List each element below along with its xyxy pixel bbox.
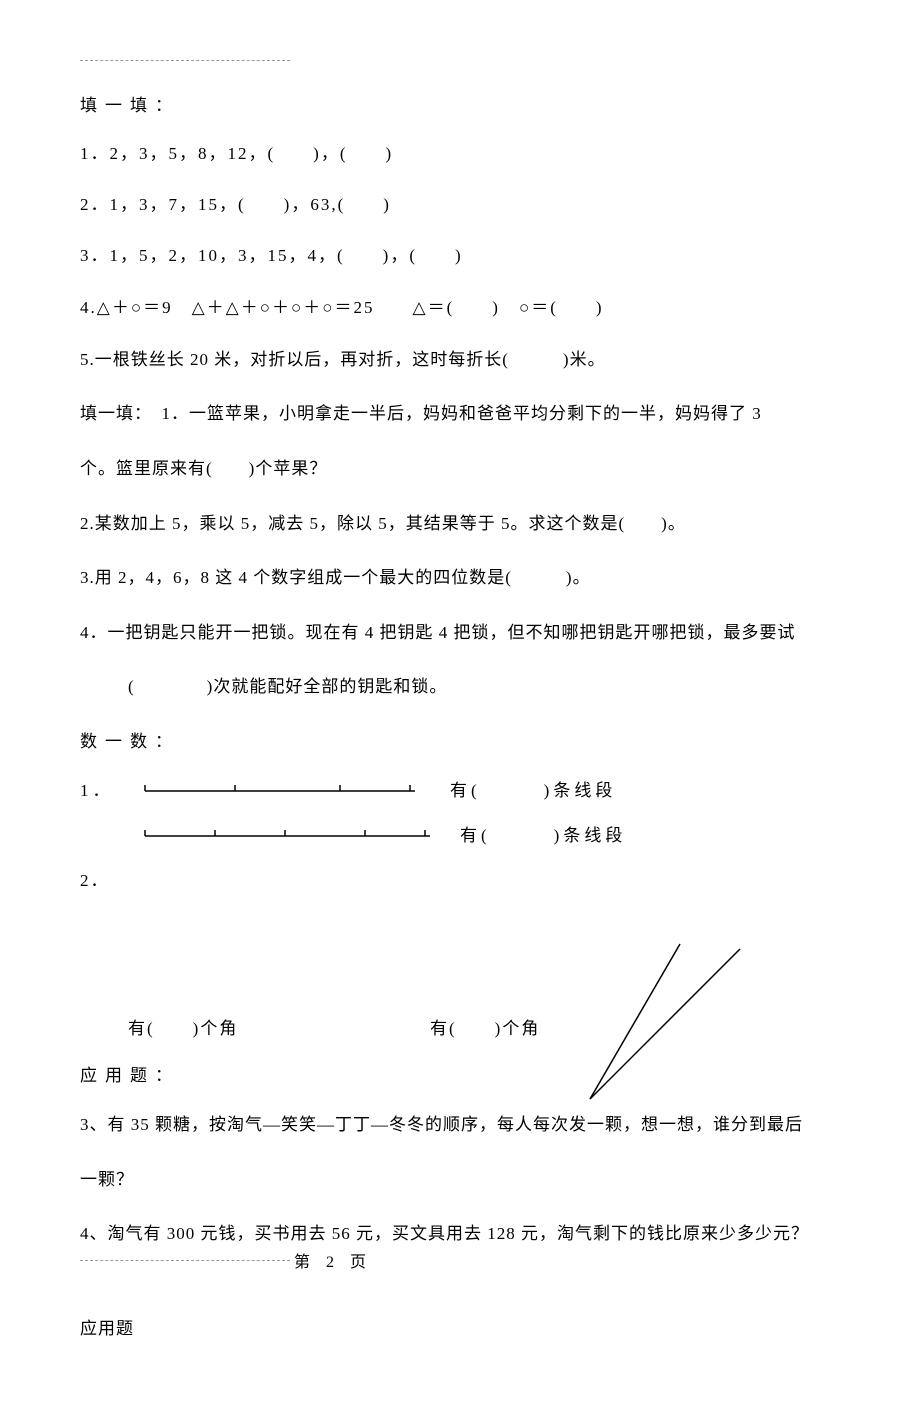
header-dash-line <box>80 60 290 61</box>
line-segment-diagram-2 <box>140 824 440 842</box>
angle-text-2: 有( )个角 <box>430 1014 540 1039</box>
page-footer: 第 2 页 <box>80 1248 372 1272</box>
question-4b: 4．一把钥匙只能开一把锁。现在有 4 把钥匙 4 把锁，但不知哪把钥匙开哪把锁，… <box>80 618 840 649</box>
count-row-1: 1． 有( )条线段 <box>80 776 840 801</box>
app-question-3: 3、有 35 颗糖，按淘气—笑笑—丁丁—冬冬的顺序，每人每次发一颗，想一想，谁分… <box>80 1110 840 1141</box>
question-2: 2．1，3，7，15，( )，63,( ) <box>80 191 840 218</box>
app-question-3-cont: 一颗？ <box>80 1165 840 1196</box>
fill-2-cont: 个。篮里原来有( )个苹果？ <box>80 454 840 485</box>
document-page: 填一填： 1．2，3，5，8，12，( )，( ) 2．1，3，7，15，( )… <box>0 0 920 1408</box>
question-1: 1．2，3，5，8，12，( )，( ) <box>80 140 840 167</box>
angle-text-1: 有( )个角 <box>128 1014 238 1039</box>
question-3: 3．1，5，2，10，3，15，4，( )，( ) <box>80 242 840 269</box>
page-number: 第 2 页 <box>294 1248 372 1272</box>
section-title-fill-1: 填一填： <box>80 91 840 116</box>
count-2-label: 2． <box>80 866 840 891</box>
count-1b-text: 有( )条线段 <box>460 821 626 846</box>
spacer <box>80 1274 840 1314</box>
line-segment-diagram-1 <box>140 779 430 797</box>
section-title-app-2: 应用题 <box>80 1314 840 1345</box>
section-title-count: 数一数： <box>80 727 840 752</box>
angle-diagram <box>580 939 750 1109</box>
app-question-4: 4、淘气有 300 元钱，买书用去 56 元，买文具用去 128 元，淘气剩下的… <box>80 1219 840 1250</box>
footer-dash-line <box>80 1260 290 1261</box>
fill-2-intro: 填一填： 1．一篮苹果，小明拿走一半后，妈妈和爸爸平均分剩下的一半，妈妈得了 3 <box>80 399 840 430</box>
question-4b-cont: ( )次就能配好全部的钥匙和锁。 <box>80 672 840 703</box>
question-2b: 2.某数加上 5，乘以 5，减去 5，除以 5，其结果等于 5。求这个数是( )… <box>80 509 840 540</box>
question-5: 5.一根铁丝长 20 米，对折以后，再对折，这时每折长( )米。 <box>80 345 840 376</box>
count-1-text: 有( )条线段 <box>450 776 616 801</box>
count-row-1b: 有( )条线段 <box>80 821 840 846</box>
angle-row: 有( )个角 有( )个角 <box>80 899 840 1049</box>
question-4: 4.△＋○＝9 △＋△＋○＋○＋○＝25 △＝( ) ○＝( ) <box>80 294 840 321</box>
count-1-label: 1． <box>80 776 140 801</box>
question-3b: 3.用 2，4，6，8 这 4 个数字组成一个最大的四位数是( )。 <box>80 563 840 594</box>
